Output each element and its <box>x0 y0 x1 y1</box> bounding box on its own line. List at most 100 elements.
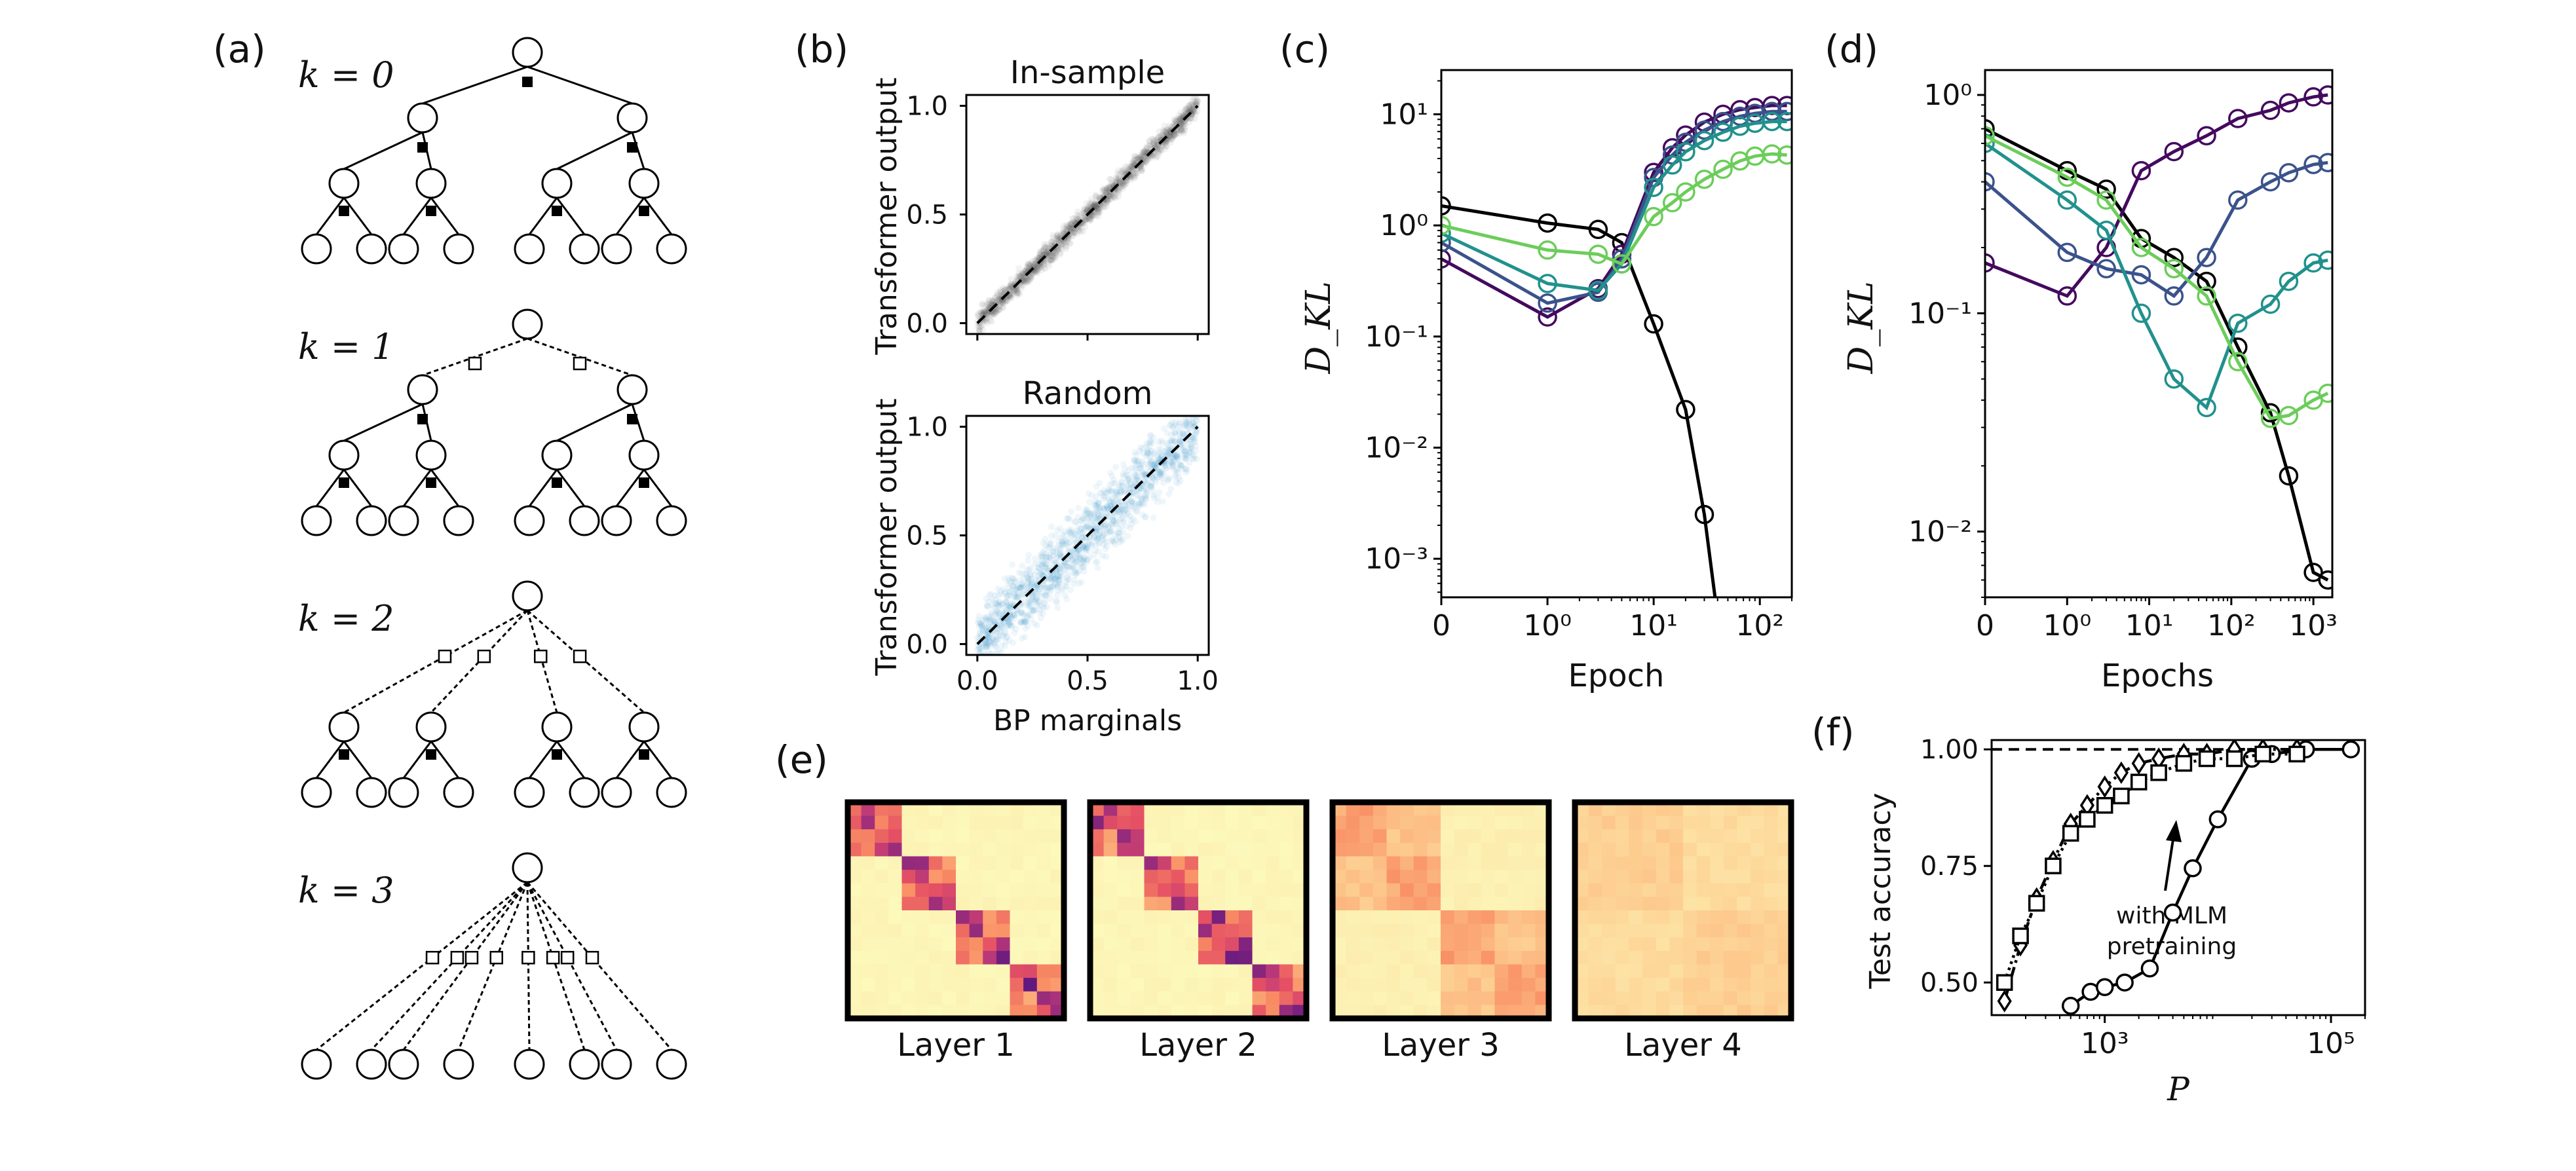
heatmap-cell <box>1158 937 1172 952</box>
heatmap-cell <box>996 950 1011 965</box>
heatmap-cell <box>1130 950 1145 965</box>
heatmap-cell <box>1602 964 1616 978</box>
scatter-point <box>1190 453 1198 460</box>
scatter-point <box>1029 580 1036 587</box>
scatter-point <box>1116 481 1123 489</box>
tree-node <box>415 439 447 471</box>
heatmap-cell <box>861 815 875 830</box>
scatter-point <box>1146 138 1153 145</box>
factor-node-filled <box>552 206 562 216</box>
scatter-point <box>1148 451 1156 458</box>
scatter-point <box>1141 152 1148 159</box>
scatter-point <box>1103 189 1110 196</box>
d-ylabel: D_KL <box>1842 281 1881 374</box>
scatter-point <box>1119 185 1126 193</box>
scatter-point <box>1053 559 1060 567</box>
heatmap-cell <box>1225 978 1240 992</box>
scatter-point <box>1000 619 1007 625</box>
scatter-point <box>993 660 999 666</box>
heatmap-cell <box>1642 829 1657 844</box>
scatter-point <box>1135 503 1143 510</box>
scatter-point <box>1164 447 1171 454</box>
scatter-point <box>1127 517 1134 524</box>
heatmap-cell <box>1346 937 1360 952</box>
scatter-point <box>989 596 996 603</box>
heatmap-cell <box>1710 910 1724 925</box>
scatter-point <box>1084 508 1091 515</box>
scatter-point <box>1158 147 1165 154</box>
scatter-point <box>1040 240 1048 248</box>
hierarchical-trees <box>301 37 687 1080</box>
scatter-point <box>1074 513 1082 521</box>
scatter-point <box>987 616 994 623</box>
scatter-point <box>1100 203 1107 210</box>
heatmap-cell <box>1386 978 1401 992</box>
scatter-point <box>1144 481 1151 487</box>
scatter-point <box>1084 523 1091 530</box>
heatmap-cell <box>983 978 997 992</box>
scatter-point <box>1004 592 1011 599</box>
scatter-point <box>1125 475 1132 482</box>
heatmap-cell <box>1359 991 1374 1005</box>
factor-node-open <box>468 356 482 371</box>
heatmap-cell <box>1481 950 1496 965</box>
scatter-point <box>1154 138 1161 145</box>
scatter-point <box>1099 185 1107 192</box>
scatter-point <box>1021 267 1028 274</box>
scatter-point <box>1043 250 1050 257</box>
heatmap-cell <box>1710 897 1724 911</box>
heatmap-cell <box>996 815 1011 830</box>
scatter-point <box>1188 98 1196 105</box>
scatter-point <box>1058 538 1065 545</box>
scatter-point <box>1153 146 1160 153</box>
scatter-point <box>1140 149 1147 156</box>
heatmap-cell <box>1669 910 1684 925</box>
scatter-point <box>1038 267 1045 274</box>
heatmap-cell <box>1602 897 1616 911</box>
scatter-point <box>1137 153 1145 160</box>
scatter-point <box>1138 166 1145 173</box>
heatmap-cell <box>1252 829 1266 844</box>
heatmap-cell <box>1373 964 1388 978</box>
heatmap-cell <box>1441 923 1455 938</box>
tree-leaf-node <box>656 233 687 265</box>
scatter-point <box>1191 107 1198 115</box>
scatter-point <box>1004 592 1012 599</box>
scatter-point <box>1046 584 1053 591</box>
heatmap-cell <box>901 815 916 830</box>
scatter-point <box>1062 242 1069 249</box>
scatter-point <box>1061 240 1068 247</box>
heatmap-cell <box>1427 978 1441 992</box>
scatter-point <box>980 616 987 623</box>
scatter-point <box>1111 479 1118 487</box>
scatter-point <box>1163 143 1170 150</box>
scatter-point <box>1091 202 1098 209</box>
scatter-point <box>1092 201 1099 208</box>
scatter-point <box>1063 238 1070 246</box>
scatter-point <box>1105 522 1112 529</box>
series-line-k=1 <box>1441 103 1787 319</box>
heatmap-cell <box>1252 978 1266 992</box>
scatter-point <box>1190 105 1197 113</box>
scatter-point <box>1132 518 1139 525</box>
scatter-point <box>1166 131 1173 138</box>
heatmap-cell <box>1683 815 1697 830</box>
plot-area <box>1992 740 2365 1015</box>
scatter-point <box>981 308 988 315</box>
marker-square <box>2012 927 2029 944</box>
scatter-point <box>1116 187 1123 194</box>
heatmap-cell <box>1103 883 1118 897</box>
scatter-point <box>1183 418 1190 426</box>
scatter-point <box>1048 523 1055 530</box>
scatter-point <box>987 301 994 308</box>
scatter-point <box>1047 256 1054 263</box>
series-line-k=2 <box>1985 160 2328 299</box>
heatmap-cell <box>942 910 957 925</box>
scatter-point <box>1112 178 1120 185</box>
scatter-point <box>1003 606 1010 614</box>
heatmap-cell <box>1359 897 1374 911</box>
heatmap-cell <box>1656 937 1670 952</box>
scatter-point <box>1156 128 1163 135</box>
heatmap-cell <box>1103 870 1118 884</box>
scatter-point <box>1107 184 1113 191</box>
